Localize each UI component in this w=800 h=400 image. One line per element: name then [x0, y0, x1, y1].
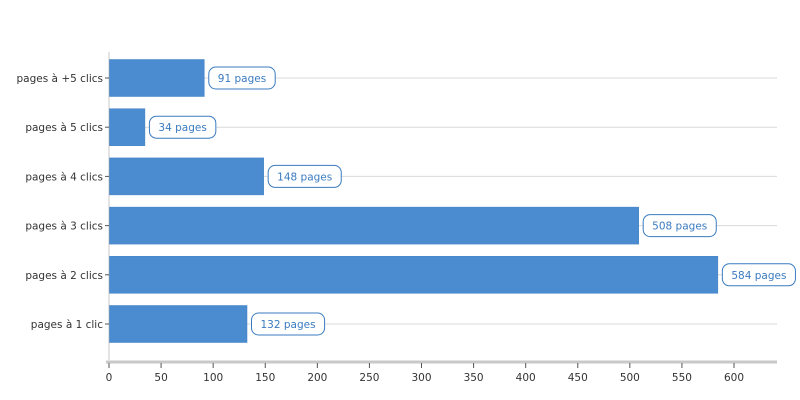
x-tick-label: 0 — [106, 372, 113, 384]
value-label-box — [267, 164, 342, 188]
value-label-box — [642, 214, 717, 238]
x-tick-label: 100 — [203, 372, 223, 384]
value-label: 508 pages — [652, 221, 707, 233]
x-tick-label: 200 — [307, 372, 327, 384]
x-tick-label: 550 — [672, 372, 692, 384]
value-label-box — [208, 66, 276, 90]
x-tick-label: 500 — [620, 372, 640, 384]
bar — [109, 206, 639, 245]
category-label: pages à +5 clics — [17, 73, 103, 85]
value-label-box — [148, 115, 217, 139]
bar — [109, 59, 205, 97]
x-tick-label: 400 — [516, 372, 536, 384]
category-label: pages à 5 clics — [25, 122, 103, 134]
bar — [109, 108, 146, 146]
category-label: pages à 3 clics — [25, 221, 103, 233]
bar — [109, 305, 248, 343]
value-label: 91 pages — [218, 73, 266, 85]
x-tick-label: 250 — [359, 372, 379, 384]
category-label: pages à 4 clics — [25, 171, 103, 183]
x-tick-label: 350 — [464, 372, 484, 384]
x-tick-label: 50 — [154, 372, 167, 384]
x-tick-label: 600 — [724, 372, 744, 384]
x-tick-label: 150 — [255, 372, 275, 384]
category-label: pages à 1 clic — [31, 319, 103, 331]
value-label: 148 pages — [277, 171, 332, 183]
x-tick-label: 300 — [411, 372, 431, 384]
x-tick-label: 450 — [568, 372, 588, 384]
value-label-box — [251, 312, 326, 336]
value-label: 132 pages — [261, 319, 316, 331]
category-label: pages à 2 clics — [25, 270, 103, 282]
value-label: 584 pages — [731, 270, 786, 282]
value-label: 34 pages — [158, 122, 206, 134]
value-label-box — [721, 263, 796, 287]
bar — [109, 157, 264, 196]
bar — [109, 256, 719, 294]
